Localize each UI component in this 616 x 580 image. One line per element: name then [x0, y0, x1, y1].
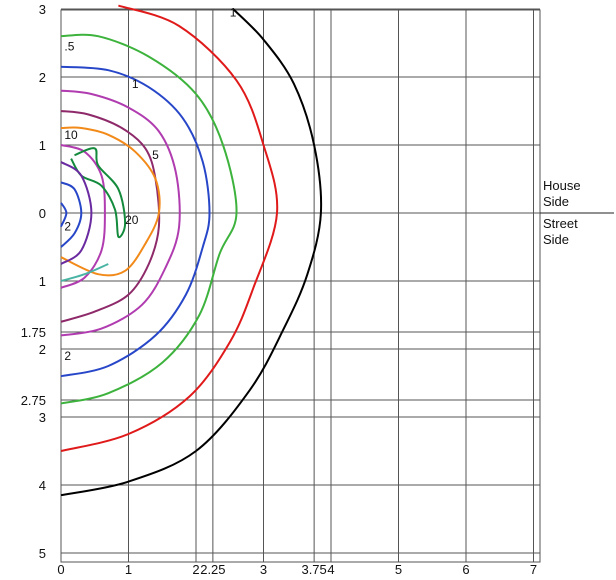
contour-label: 5: [152, 148, 159, 162]
contour-line: [60, 33, 238, 405]
x-tick-label: 5: [395, 562, 402, 577]
contour-line: [60, 181, 83, 248]
contour-label: 20: [125, 213, 139, 227]
x-axis-ticks: 0 1 2 2.25 3 3.75 4 5 6 7: [57, 562, 537, 577]
y-tick-label: 3: [39, 410, 46, 425]
contour-line: [60, 4, 279, 452]
contour-line: [60, 65, 211, 378]
contour-line: [60, 126, 161, 277]
x-tick-label: 3: [260, 562, 267, 577]
y-tick-label: 3: [39, 2, 46, 17]
x-tick-label: 0: [57, 562, 64, 577]
street-side-label: Street Side: [543, 216, 581, 247]
contour-line: [60, 263, 109, 282]
y-tick-label: 2.75: [21, 393, 46, 408]
y-tick-label: 4: [39, 478, 46, 493]
contour-lines: [60, 4, 323, 497]
y-axis-ticks: 3 2 1 0 1 1.75 2 2.75 3 4 5: [21, 2, 46, 561]
contour-line: [60, 202, 68, 228]
contour-label: 10: [64, 128, 78, 142]
y-tick-label: 5: [39, 546, 46, 561]
y-tick-label: 1: [39, 138, 46, 153]
y-tick-label: 1.75: [21, 325, 46, 340]
x-tick-label: 4: [327, 562, 334, 577]
y-tick-label: 2: [39, 342, 46, 357]
contour-labels: 1 .5 1 10 5 20 2 2: [64, 5, 236, 362]
contour-label: .5: [64, 39, 74, 53]
x-tick-label: 6: [462, 562, 469, 577]
x-tick-label: 1: [125, 562, 132, 577]
contour-label: 1: [230, 5, 237, 19]
contour-line: [70, 147, 127, 239]
grid-lines: [60, 8, 541, 563]
contour-line: [60, 8, 323, 497]
contour-label: 2: [64, 220, 71, 234]
x-tick-label: 3.75: [301, 562, 326, 577]
contour-label: 2: [64, 349, 71, 363]
contour-line: [60, 89, 181, 337]
x-tick-label: 2.25: [200, 562, 225, 577]
contour-line: [60, 110, 161, 323]
x-tick-label: 7: [530, 562, 537, 577]
house-side-label: House Side: [543, 178, 584, 209]
y-tick-label: 0: [39, 206, 46, 221]
y-tick-label: 1: [39, 274, 46, 289]
x-tick-label: 2: [192, 562, 199, 577]
contour-line: [60, 161, 93, 265]
y-tick-label: 2: [39, 70, 46, 85]
contour-label: 1: [132, 77, 139, 91]
